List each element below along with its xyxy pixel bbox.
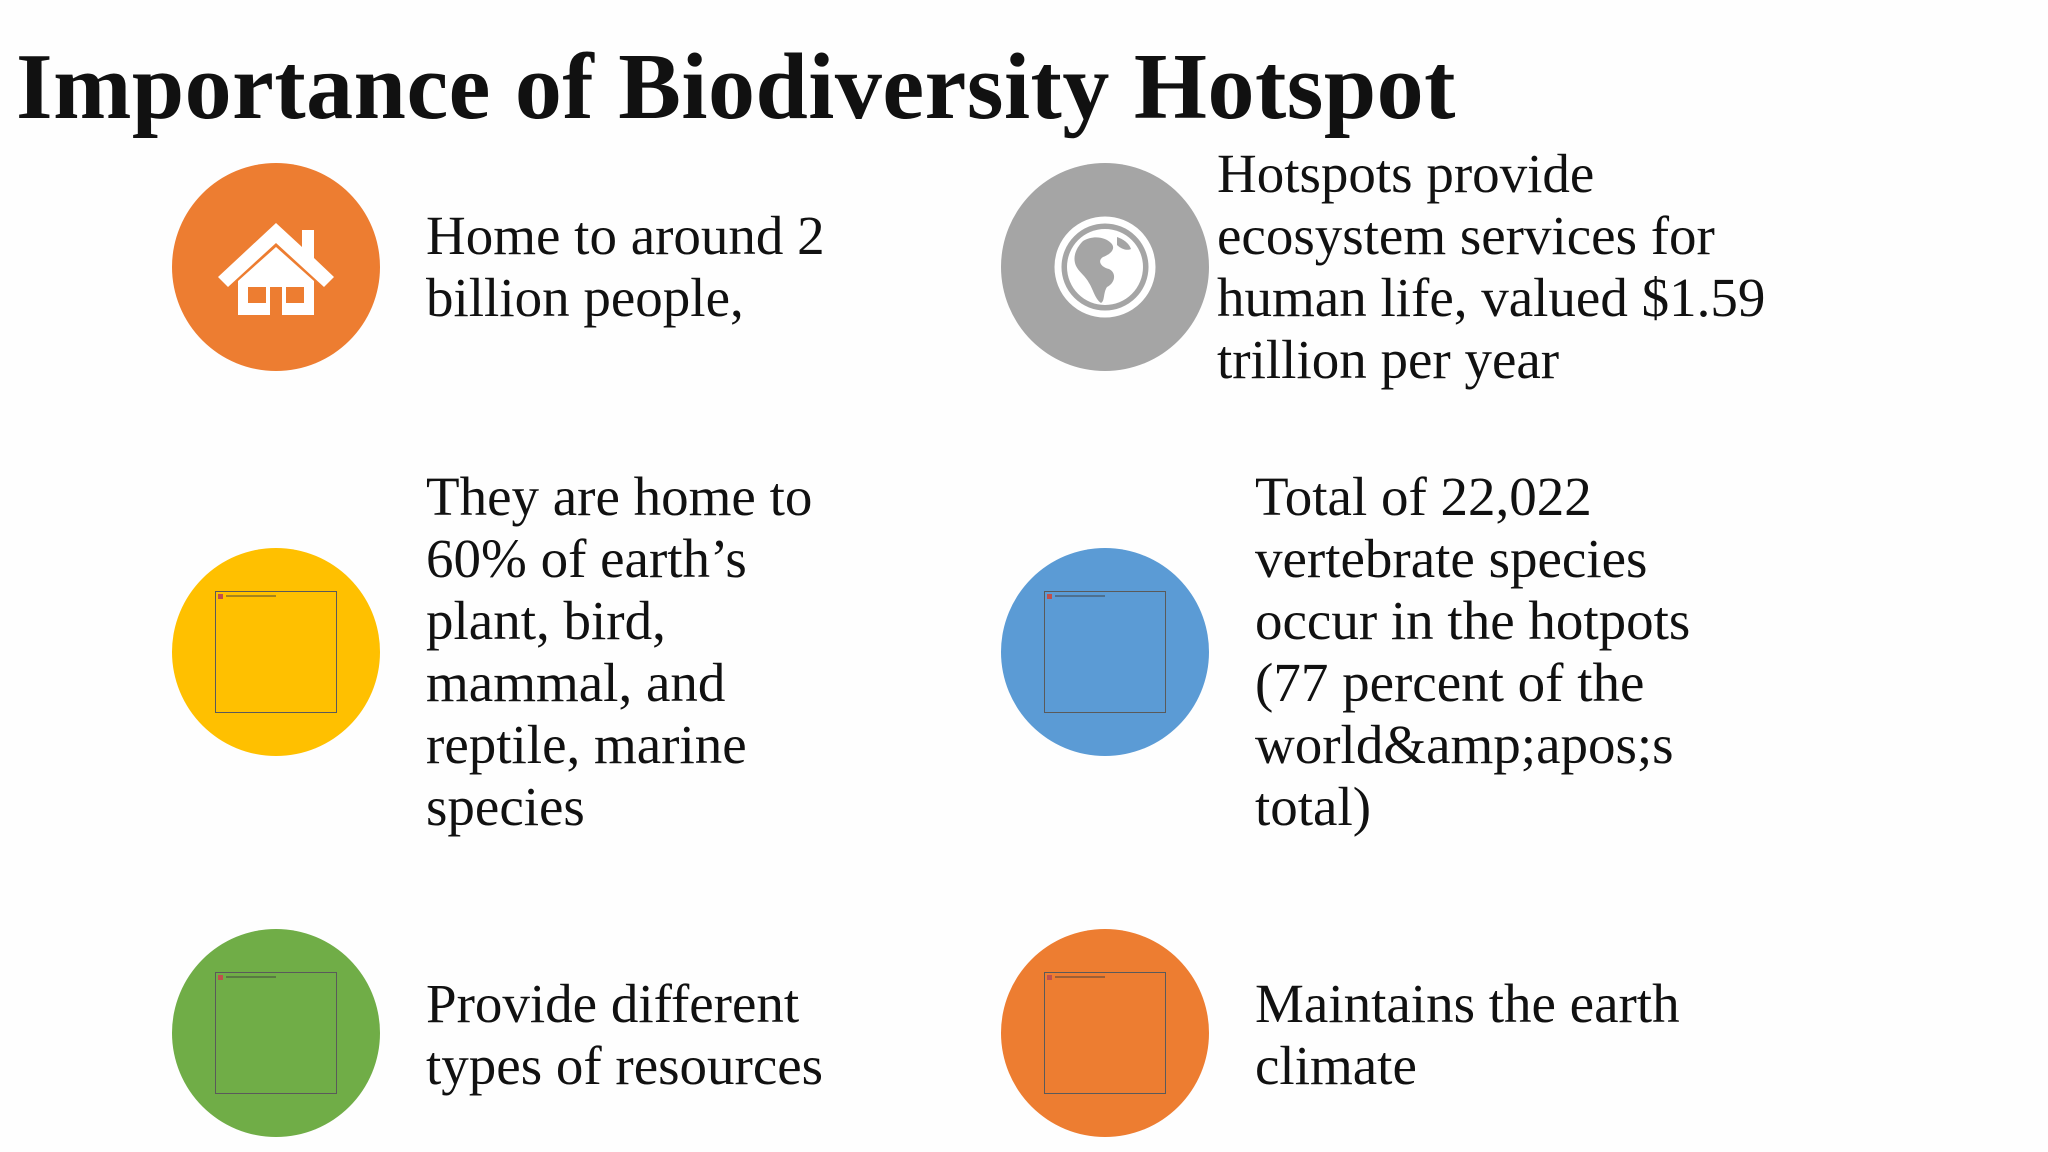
- item-text-species-share: They are home to 60% of earth’s plant, b…: [426, 466, 813, 837]
- image-placeholder-icon: [1044, 591, 1166, 713]
- image-placeholder-icon: [1044, 972, 1166, 1094]
- globe-icon: [1054, 216, 1156, 318]
- house-icon: [218, 223, 334, 315]
- image-placeholder-icon: [215, 591, 337, 713]
- placeholder-circle-yellow: [172, 548, 380, 756]
- item-text-resources: Provide different types of resources: [426, 973, 824, 1096]
- item-text-population: Home to around 2 billion people,: [426, 205, 825, 328]
- placeholder-circle-green: [172, 929, 380, 1137]
- globe-circle: [1001, 163, 1209, 371]
- house-circle: [172, 163, 380, 371]
- item-text-vertebrate-species: Total of 22,022 vertebrate species occur…: [1255, 466, 1691, 837]
- placeholder-circle-blue: [1001, 548, 1209, 756]
- placeholder-circle-orange: [1001, 929, 1209, 1137]
- slide-title: Importance of Biodiversity Hotspot: [16, 35, 1456, 139]
- item-text-climate: Maintains the earth climate: [1255, 973, 1680, 1096]
- image-placeholder-icon: [215, 972, 337, 1094]
- item-text-ecosystem-services: Hotspots provide ecosystem services for …: [1217, 143, 1766, 390]
